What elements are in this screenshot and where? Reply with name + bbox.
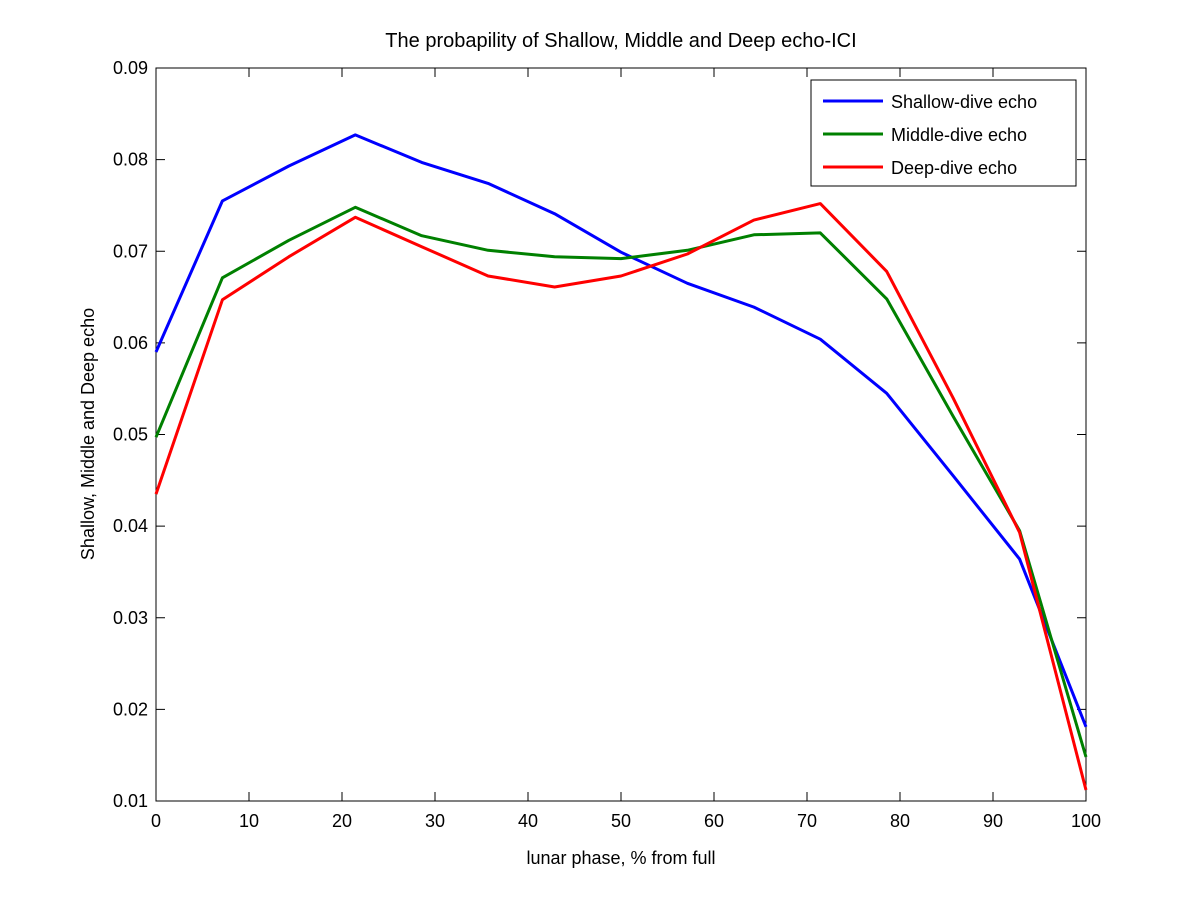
x-tick-label: 70: [797, 811, 817, 831]
y-tick-label: 0.07: [113, 241, 148, 261]
x-tick-label: 100: [1071, 811, 1101, 831]
y-tick-label: 0.02: [113, 699, 148, 719]
x-tick-label: 30: [425, 811, 445, 831]
legend-label-0: Shallow-dive echo: [891, 92, 1037, 112]
x-tick-label: 50: [611, 811, 631, 831]
plot-area: [155, 67, 1087, 802]
x-tick-label: 90: [983, 811, 1003, 831]
x-tick-label: 40: [518, 811, 538, 831]
legend: Shallow-dive echo Middle-dive echo Deep-di…: [810, 79, 1077, 187]
x-tick-label: 10: [239, 811, 259, 831]
y-tick-label: 0.03: [113, 608, 148, 628]
y-tick-label: 0.04: [113, 516, 148, 536]
x-tick-label: 60: [704, 811, 724, 831]
series-line-1: [154, 205, 1088, 758]
x-tick-label: 80: [890, 811, 910, 831]
series-line-2: [154, 202, 1088, 791]
y-tick-label: 0.01: [113, 791, 148, 811]
y-tick-label: 0.06: [113, 333, 148, 353]
x-tick-label: 0: [151, 811, 161, 831]
legend-label-2: Deep-dive echo: [891, 158, 1017, 178]
x-axis-label: lunar phase, % from full: [526, 848, 715, 868]
chart-title: The probapility of Shallow, Middle and D…: [385, 30, 856, 52]
y-tick-label: 0.05: [113, 425, 148, 445]
y-tick-label: 0.08: [113, 150, 148, 170]
series-line-0: [154, 133, 1088, 728]
legend-label-1: Middle-dive echo: [891, 125, 1027, 145]
y-axis-label: Shallow, Middle and Deep echo: [78, 308, 98, 560]
y-tick-label: 0.09: [113, 58, 148, 78]
x-tick-label: 20: [332, 811, 352, 831]
